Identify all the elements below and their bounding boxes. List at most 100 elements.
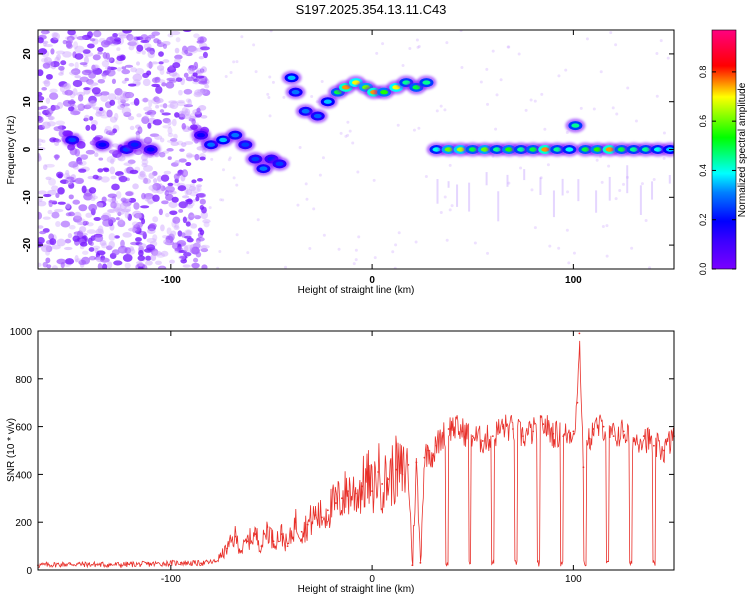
snr-data-point bbox=[361, 485, 363, 488]
snr-data-point bbox=[306, 523, 309, 526]
snr-data-point bbox=[254, 533, 257, 536]
snr-data-point bbox=[272, 540, 275, 543]
snr-data-point bbox=[320, 516, 323, 519]
spectrogram-blob-core bbox=[468, 147, 477, 152]
snr-data-point bbox=[200, 562, 202, 565]
snr-data-point bbox=[532, 430, 535, 433]
snr-data-point bbox=[300, 530, 303, 533]
spectrogram-blob-core bbox=[275, 161, 284, 167]
snr-data-point bbox=[280, 533, 283, 536]
colorbar-tick-label: 0.6 bbox=[698, 115, 708, 128]
snr-data-point bbox=[491, 435, 494, 438]
page-title: S197.2025.354.13.11.C43 bbox=[296, 2, 447, 17]
snr-data-point bbox=[552, 432, 555, 435]
snr-data-point bbox=[411, 564, 414, 567]
spectrogram-blob-core bbox=[641, 147, 650, 152]
colorbar-tick-label: 0.8 bbox=[698, 66, 708, 79]
snr-data-point bbox=[461, 430, 464, 433]
snr-data-point bbox=[582, 466, 585, 469]
snr-data-point bbox=[542, 423, 545, 426]
spectrogram-blob-core bbox=[456, 147, 465, 152]
snr-ylabel: SNR (10 * v/v) bbox=[6, 418, 17, 482]
snr-data-point bbox=[502, 425, 504, 428]
snr-data-point bbox=[588, 437, 591, 440]
snr-ytick-label: 0 bbox=[26, 566, 32, 577]
spectrogram-blob-core bbox=[565, 147, 574, 152]
snr-ytick-label: 200 bbox=[15, 518, 32, 529]
spectrogram-blob-core bbox=[241, 142, 250, 147]
spectrogram-blob-core bbox=[593, 147, 602, 152]
spectrogram-blob-core bbox=[287, 75, 296, 81]
snr-data-point bbox=[214, 560, 217, 563]
snr-data-point bbox=[109, 563, 112, 566]
snr-data-point bbox=[652, 444, 655, 447]
spectrogram-ylabel: Frequency (Hz) bbox=[6, 116, 17, 185]
snr-data-point bbox=[326, 509, 329, 512]
snr-data-point bbox=[663, 449, 665, 452]
spectrogram-blob-core bbox=[581, 147, 590, 152]
spectrogram-xtick-label: 100 bbox=[565, 275, 582, 286]
snr-data-point bbox=[246, 540, 249, 543]
spectrogram-blob-core bbox=[444, 147, 453, 152]
snr-data-point bbox=[347, 490, 349, 493]
spectrogram-blob-core bbox=[571, 123, 580, 128]
snr-xtick-label: 100 bbox=[565, 574, 582, 585]
snr-data-point bbox=[220, 554, 223, 557]
spectrogram-ytick-label: 0 bbox=[22, 146, 33, 152]
colorbar-tick-label: 0.4 bbox=[698, 164, 708, 177]
snr-data-point bbox=[334, 502, 337, 504]
snr-data-point bbox=[395, 468, 398, 471]
snr-data-point bbox=[226, 547, 229, 550]
spectrogram-blob-core bbox=[617, 147, 626, 152]
spectrogram-blob-core bbox=[207, 142, 216, 147]
spectrogram-blob-core bbox=[529, 147, 538, 152]
snr-xlabel: Height of straight line (km) bbox=[298, 584, 415, 595]
snr-data-point bbox=[341, 497, 343, 500]
snr-data-point bbox=[431, 454, 434, 457]
snr-data-point bbox=[612, 435, 615, 438]
snr-ytick-label: 600 bbox=[15, 423, 32, 434]
snr-data-point bbox=[632, 440, 635, 442]
snr-data-point bbox=[367, 478, 369, 481]
spectrogram-ytick-label: -10 bbox=[22, 190, 33, 205]
spectrogram-ytick-label: 20 bbox=[22, 48, 33, 60]
snr-data-point bbox=[602, 425, 605, 428]
spectrogram-blob-core bbox=[605, 147, 614, 152]
colorbar-tick-label: 0.2 bbox=[698, 213, 708, 226]
spectrogram-blob-core bbox=[517, 147, 526, 152]
spectrogram-xtick-label: -100 bbox=[161, 275, 181, 286]
snr-data-point bbox=[642, 435, 645, 438]
snr-data-point bbox=[377, 471, 380, 473]
spectrogram-blob-core bbox=[504, 147, 513, 152]
snr-data-point bbox=[435, 444, 438, 447]
snr-detail-trace bbox=[38, 340, 674, 569]
snr-data-point bbox=[234, 535, 237, 538]
snr-data-point bbox=[622, 430, 625, 433]
colorbar-label: Normalized spectral amplitude bbox=[737, 82, 748, 217]
snr-data-point bbox=[427, 449, 430, 452]
spectrogram-xlabel: Height of straight line (km) bbox=[298, 285, 415, 296]
spectrogram-blob-core bbox=[380, 89, 389, 95]
snr-frame bbox=[37, 330, 675, 571]
snr-data-point bbox=[381, 483, 384, 485]
colorbar-tick-label: 0.0 bbox=[698, 263, 708, 276]
snr-data-point bbox=[592, 428, 595, 430]
snr-data-point bbox=[576, 401, 579, 404]
snr-data-point bbox=[562, 435, 565, 438]
spectrogram-blob-core bbox=[323, 99, 332, 104]
spectrogram-blob-core bbox=[251, 156, 260, 162]
snr-data-point bbox=[415, 461, 418, 464]
colorbar: 0.0 0.2 0.4 0.6 0.8 Normalized spectral ampl… bbox=[698, 29, 748, 276]
snr-data-point bbox=[447, 428, 450, 430]
snr-data-point bbox=[371, 490, 374, 493]
snr-data-point bbox=[401, 473, 404, 476]
spectrogram-blob-core bbox=[653, 147, 662, 152]
snr-plot-area bbox=[38, 331, 674, 570]
snr-data-point bbox=[260, 545, 263, 547]
snr-data-point bbox=[451, 425, 454, 428]
snr-data-point bbox=[387, 478, 390, 481]
spectrogram-blob-core bbox=[432, 147, 441, 152]
spectrogram-blob-core bbox=[541, 147, 550, 152]
